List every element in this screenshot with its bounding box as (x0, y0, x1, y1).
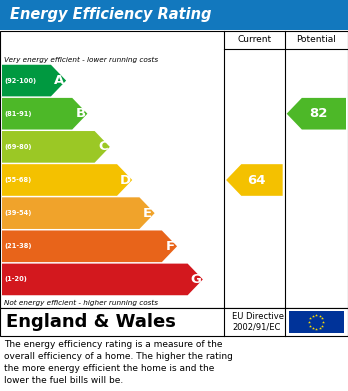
Text: England & Wales: England & Wales (6, 313, 176, 331)
Bar (288, 311, 344, 333)
Text: 64: 64 (247, 174, 266, 187)
Text: (81-91): (81-91) (4, 111, 32, 117)
Text: the more energy efficient the home is and the: the more energy efficient the home is an… (4, 364, 214, 373)
Text: (55-68): (55-68) (4, 177, 31, 183)
Text: EU Directive
2002/91/EC: EU Directive 2002/91/EC (232, 312, 284, 332)
Text: The energy efficiency rating is a measure of the: The energy efficiency rating is a measur… (4, 340, 222, 349)
Polygon shape (226, 164, 283, 196)
Text: F: F (166, 240, 175, 253)
Text: (1-20): (1-20) (4, 276, 27, 282)
Text: 82: 82 (309, 107, 328, 120)
Polygon shape (2, 264, 203, 295)
Bar (0, 0, 348, 30)
Polygon shape (2, 164, 132, 196)
Text: B: B (76, 107, 86, 120)
Text: (39-54): (39-54) (4, 210, 31, 216)
Bar (0, 308, 348, 336)
Text: lower the fuel bills will be.: lower the fuel bills will be. (4, 376, 123, 385)
Text: overall efficiency of a home. The higher the rating: overall efficiency of a home. The higher… (4, 352, 233, 361)
Polygon shape (2, 131, 110, 163)
Polygon shape (2, 65, 66, 97)
Text: Current: Current (237, 36, 271, 45)
Text: Not energy efficient - higher running costs: Not energy efficient - higher running co… (4, 300, 158, 306)
Polygon shape (2, 197, 155, 229)
Polygon shape (2, 98, 87, 129)
Polygon shape (287, 98, 346, 129)
Text: C: C (98, 140, 108, 153)
Polygon shape (2, 230, 177, 262)
Text: Energy Efficiency Rating: Energy Efficiency Rating (10, 7, 212, 23)
Text: Potential: Potential (296, 36, 336, 45)
Text: D: D (120, 174, 131, 187)
Text: (69-80): (69-80) (4, 144, 32, 150)
Text: Very energy efficient - lower running costs: Very energy efficient - lower running co… (4, 57, 158, 63)
Text: A: A (54, 74, 64, 87)
Bar (0, 31, 348, 308)
Text: E: E (143, 206, 152, 220)
Text: G: G (191, 273, 201, 286)
Text: (92-100): (92-100) (4, 77, 36, 84)
Text: (21-38): (21-38) (4, 243, 32, 249)
